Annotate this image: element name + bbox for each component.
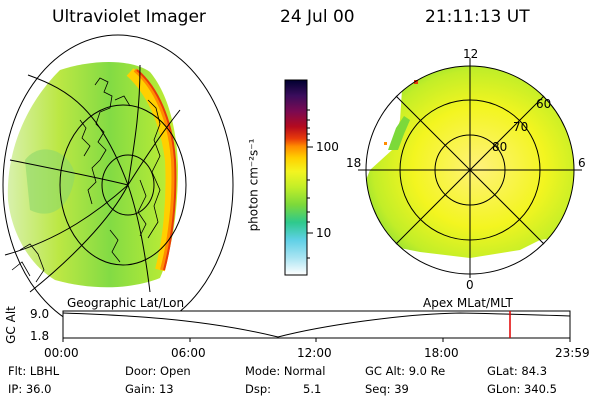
lat-label-70: 70 xyxy=(513,120,529,134)
glon-info: GLon: 340.5 xyxy=(487,382,557,396)
y-tick-1-8: 1.8 xyxy=(30,329,50,343)
apex-polar-image xyxy=(358,58,582,278)
filter-info: Flt: LBHL xyxy=(8,364,60,378)
mlt-label-top: 12 xyxy=(463,47,479,61)
geographic-caption: Geographic Lat/Lon xyxy=(67,296,185,310)
header-time: 21:11:13 UT xyxy=(425,7,530,27)
y-tick-9: 9.0 xyxy=(30,307,50,321)
gc-alt-info: GC Alt: 9.0 Re xyxy=(365,364,446,378)
dsp-value: 5.1 xyxy=(303,382,322,396)
mlt-label-left: 18 xyxy=(346,156,362,170)
header-date: 24 Jul 00 xyxy=(280,7,355,27)
colorbar-tick-100: 100 xyxy=(316,140,339,154)
seq-info: Seq: 39 xyxy=(365,382,409,396)
apex-caption: Apex MLat/MLT xyxy=(423,296,513,310)
x-tick-0600: 06:00 xyxy=(171,346,206,360)
x-tick-2359: 23:59 xyxy=(555,346,590,360)
lat-label-80: 80 xyxy=(492,140,508,154)
altitude-plot xyxy=(62,310,571,342)
instrument-title: Ultraviolet Imager xyxy=(52,7,206,27)
geographic-image xyxy=(2,34,234,336)
door-info: Door: Open xyxy=(125,364,191,378)
mode-info: Mode: Normal xyxy=(245,364,326,378)
colorbar-tick-10: 10 xyxy=(316,226,332,240)
gc-alt-axis-label: GC Alt xyxy=(3,306,18,344)
gain-info: Gain: 13 xyxy=(125,382,174,396)
x-tick-1200: 12:00 xyxy=(297,346,332,360)
x-tick-1800: 18:00 xyxy=(424,346,459,360)
glat-info: GLat: 84.3 xyxy=(487,364,548,378)
mlt-label-bottom: 0 xyxy=(466,278,474,292)
x-tick-0000: 00:00 xyxy=(44,346,79,360)
colorbar xyxy=(284,79,313,276)
ip-info: IP: 36.0 xyxy=(8,382,52,396)
lat-label-60: 60 xyxy=(536,97,552,111)
dsp-label: Dsp: xyxy=(245,382,272,396)
mlt-label-right: 6 xyxy=(578,156,586,170)
colorbar-unit-label: photon cm⁻²s⁻¹ xyxy=(246,138,261,232)
